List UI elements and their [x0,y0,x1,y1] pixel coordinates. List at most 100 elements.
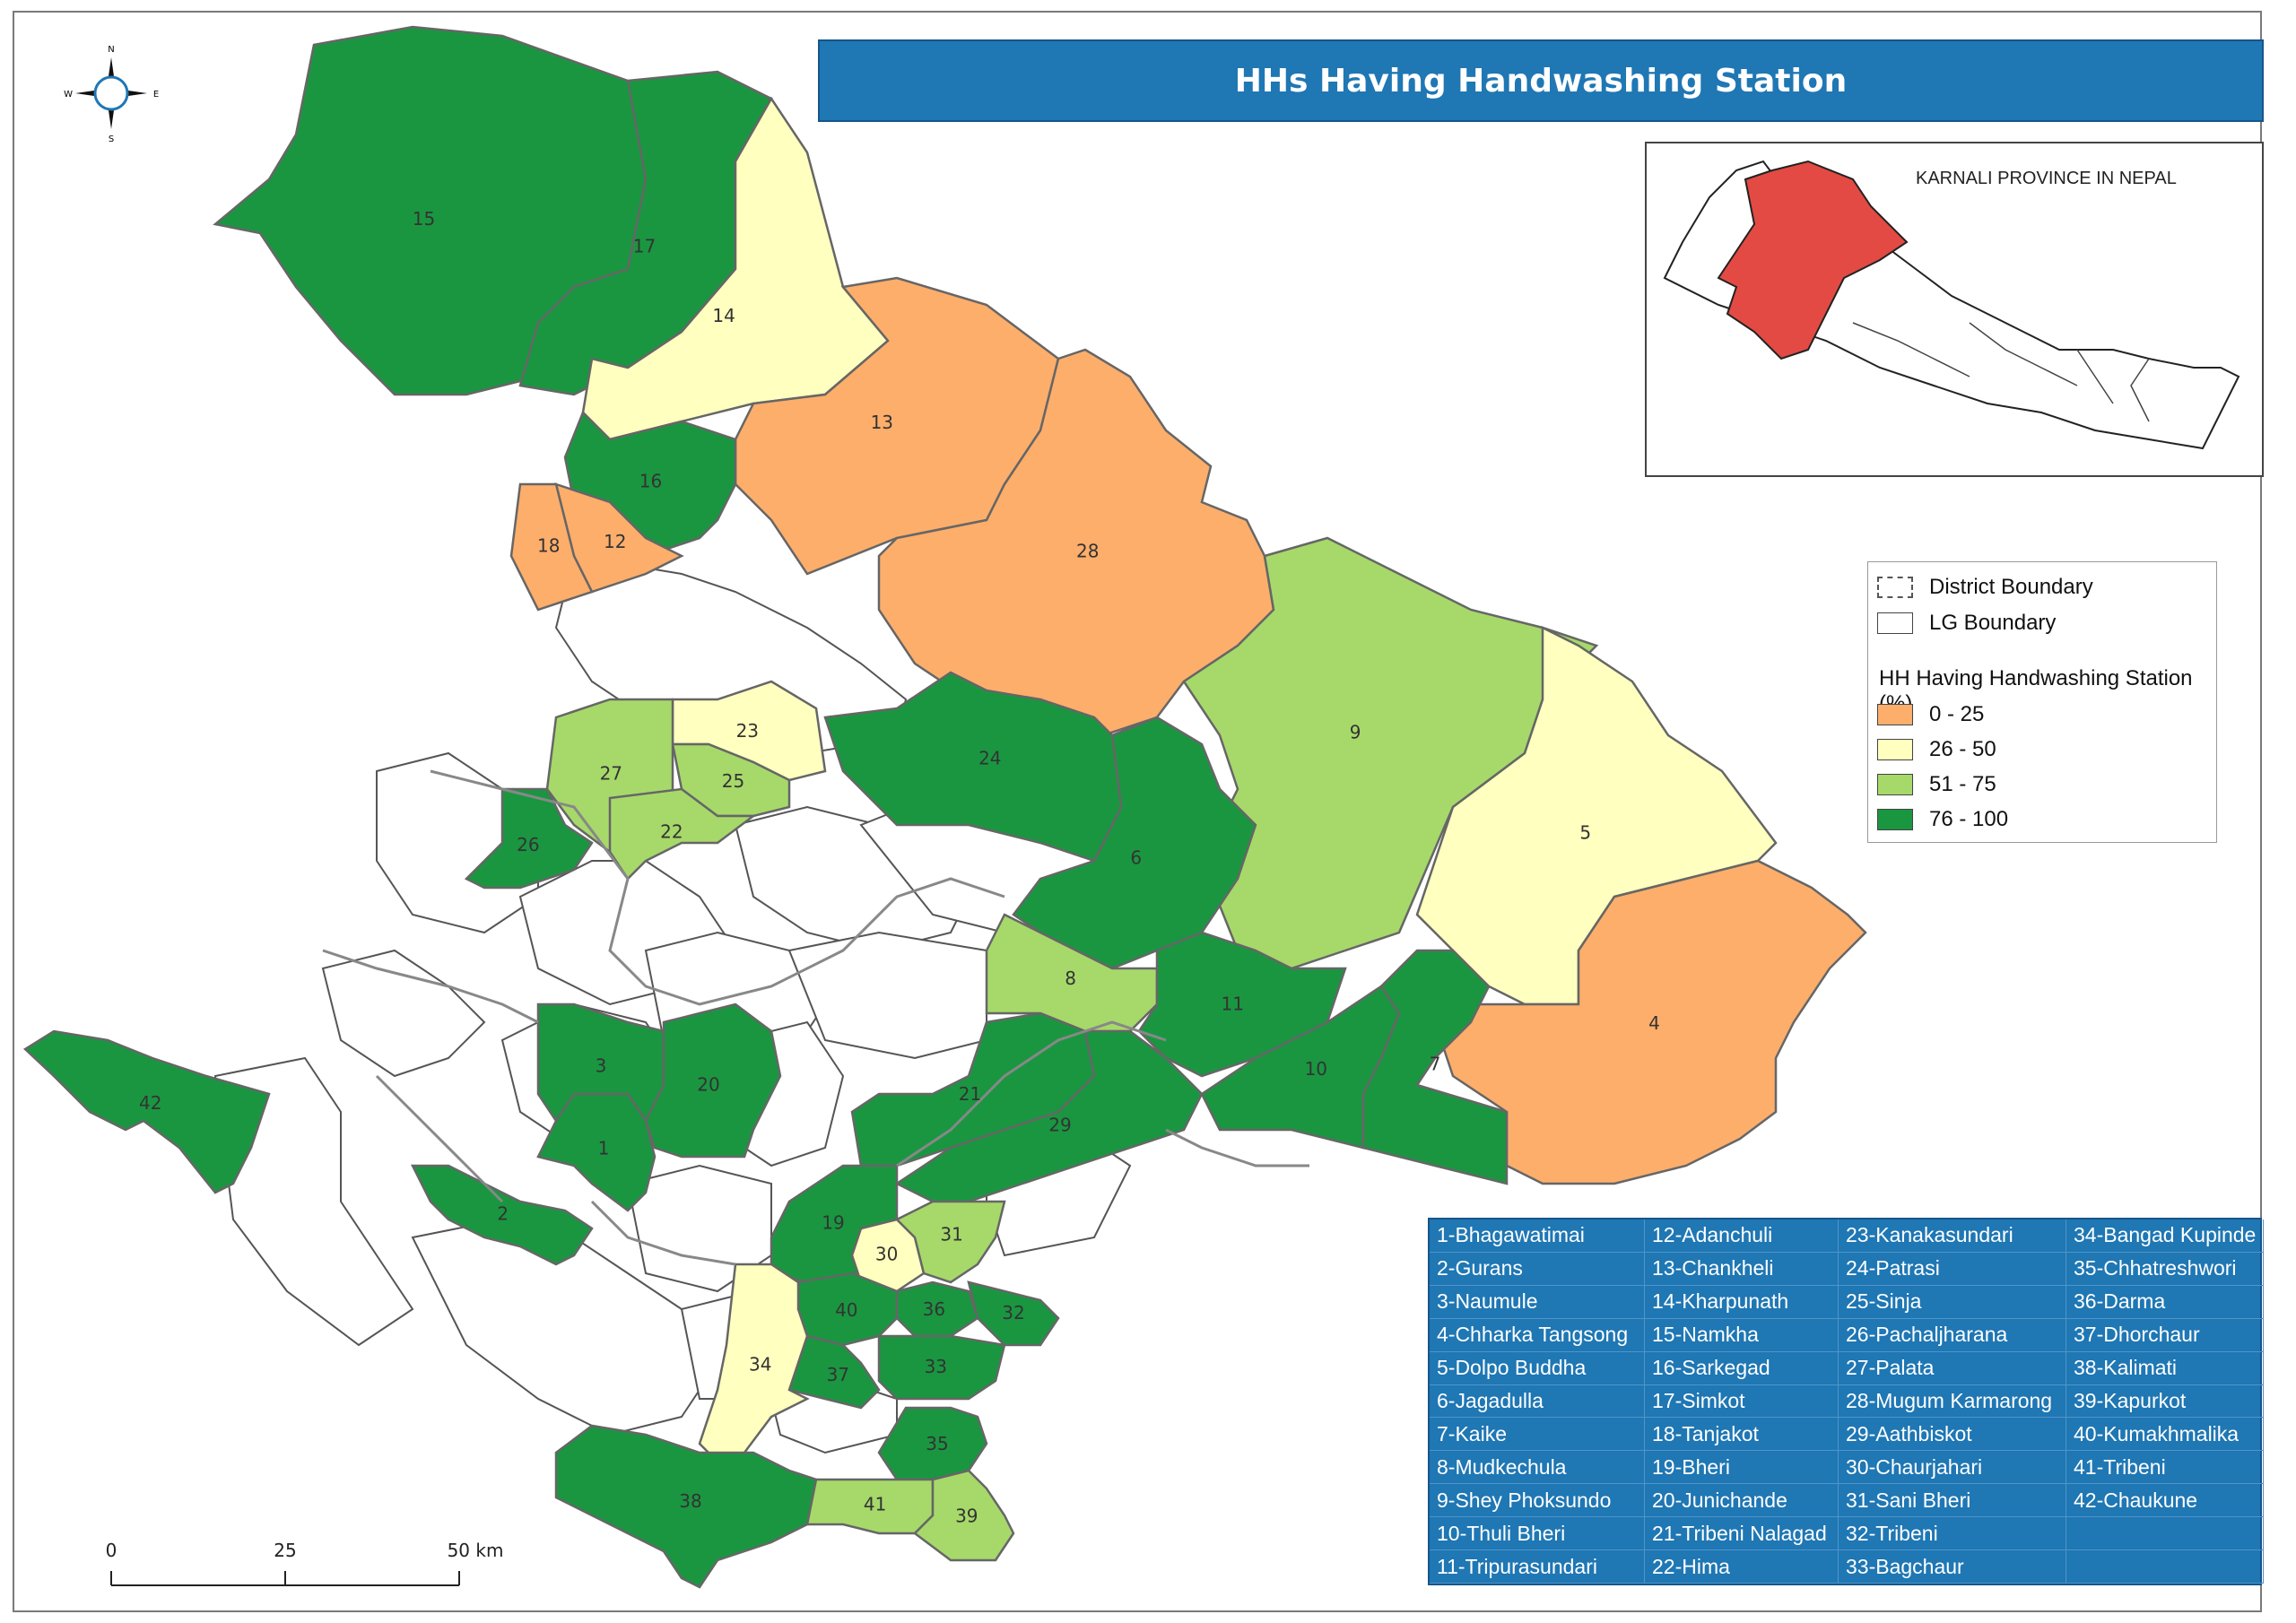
compass-w: W [64,90,73,100]
inset-province-line [1852,322,1970,378]
region-label: 19 [822,1212,844,1234]
legend-class-row: 0 - 25 [1877,702,1984,727]
inset-province-line [1969,322,2078,386]
compass-ring [93,75,129,111]
region-label: 34 [749,1354,771,1376]
region-24 [823,671,1123,863]
region-label: 13 [871,412,893,433]
map-title: HHs Having Handwashing Station [818,39,2264,122]
lg-table-cell: 29-Aathbiskot [1839,1418,2066,1452]
region-label: 10 [1305,1058,1327,1080]
region-29 [894,1029,1204,1203]
compass-rose: N S E W [64,45,159,144]
local-government-table: 1-Bhagawatimai 12-Adanchuli 23-Kanakasunda… [1428,1218,2264,1585]
legend-lg-row: LG Boundary [1877,611,2056,636]
lg-table-cell: 19-Bheri [1645,1451,1839,1485]
region-label: 28 [1076,540,1099,561]
lg-table-cell: 26-Pachaljharana [1839,1318,2066,1352]
lg-table-cell: 10-Thuli Bheri [1430,1517,1645,1551]
district-line [1165,1128,1309,1167]
region-38 [554,1424,818,1589]
lg-table-cell: 39-Kapurkot [2066,1384,2264,1419]
lg-table-cell: 15-Namkha [1645,1318,1839,1352]
region-8 [985,913,1159,1033]
district-boundaries [322,769,1309,1266]
lg-table-cell: 31-Sani Bheri [1839,1484,2066,1518]
region-4 [1433,859,1867,1185]
legend-class-label: 76 - 100 [1929,807,2009,831]
region-18 [509,482,594,612]
lg-table-cell: 7-Kaike [1430,1418,1645,1452]
region-label: 37 [827,1364,849,1385]
lg-table-cell: 23-Kanakasundari [1839,1219,2066,1253]
region-label: 40 [835,1299,857,1321]
inset-karnali-province [1717,160,1909,360]
region-9 [1182,536,1599,970]
legend: District Boundary LG Boundary HH Having … [1867,561,2217,843]
region-label: 3 [596,1055,607,1077]
lg-table-cell: 33-Bagchaur [1839,1550,2066,1584]
region-26 [464,787,594,890]
region-label: 29 [1048,1115,1071,1136]
lg-table-cell: 16-Sarkegad [1645,1351,1839,1385]
region-label: 6 [1130,847,1142,869]
lg-table-cell: 36-Darma [2066,1285,2264,1319]
lg-table-cell: 21-Tribeni Nalagad [1645,1517,1839,1551]
region-label: 21 [959,1083,981,1105]
region-label: 36 [923,1298,945,1320]
lg-table-cell: 2-Gurans [1430,1252,1645,1286]
region-label: 42 [139,1092,161,1114]
lg-table-cell: 6-Jagadulla [1430,1384,1645,1419]
legend-lg-swatch [1877,612,1913,634]
region-label: 18 [537,535,560,557]
region-label: 11 [1221,993,1243,1014]
lg-table-cell: 35-Chhatreshwori [2066,1252,2264,1286]
region-label: 32 [1002,1302,1024,1324]
region-36 [895,1280,979,1338]
region-1 [536,1092,657,1212]
inset-nepal-svg [1663,160,2240,450]
inset-province-line [2076,349,2114,404]
inset-province-line [2130,358,2150,422]
lg-table-cell: 1-Bhagawatimai [1430,1219,1645,1253]
lg-table-empty-cell [2066,1517,2264,1551]
region-label: 4 [1648,1012,1660,1034]
region-15 [213,25,648,396]
region-34 [698,1263,810,1463]
compass-s: S [109,135,114,144]
scale-label-50: 50 km [448,1540,504,1561]
lg-table-cell: 25-Sinja [1839,1285,2066,1319]
region-label: 31 [940,1223,962,1245]
legend-district-row: District Boundary [1877,575,2093,600]
region-6 [1012,716,1257,970]
legend-heading: HH Having Handwashing Station (%) [1879,666,2193,716]
district-line [430,769,1005,1006]
legend-class-swatch [1877,809,1913,830]
legend-class-swatch [1877,739,1913,760]
region-label: 27 [600,762,622,784]
district-line [322,949,539,1024]
legend-class-label: 26 - 50 [1929,737,1996,761]
legend-class-label: 51 - 75 [1929,772,1996,796]
legend-lg-label: LG Boundary [1929,611,2057,635]
lg-table-cell: 42-Chaukune [2066,1484,2264,1518]
region-label: 17 [633,236,656,257]
region-label: 9 [1350,721,1361,742]
inset-map: KARNALI PROVINCE IN NEPAL [1645,142,2264,477]
legend-class-swatch [1877,774,1913,795]
region-label: 5 [1579,822,1591,844]
region-label: 23 [736,720,759,742]
region-label: 39 [955,1506,978,1527]
lg-table-cell: 34-Bangad Kupinde [2066,1219,2264,1253]
region-label: 2 [497,1203,509,1225]
lg-table-cell: 5-Dolpo Buddha [1430,1351,1645,1385]
region-label: 24 [978,747,1001,768]
blank-lg [213,1056,414,1347]
region-label: 8 [1065,968,1076,989]
region-31 [894,1200,1006,1284]
lg-table-cell: 27-Palata [1839,1351,2066,1385]
region-label: 1 [598,1138,610,1159]
lg-table-cell: 17-Simkot [1645,1384,1839,1419]
lg-table-cell: 11-Tripurasundari [1430,1550,1645,1584]
